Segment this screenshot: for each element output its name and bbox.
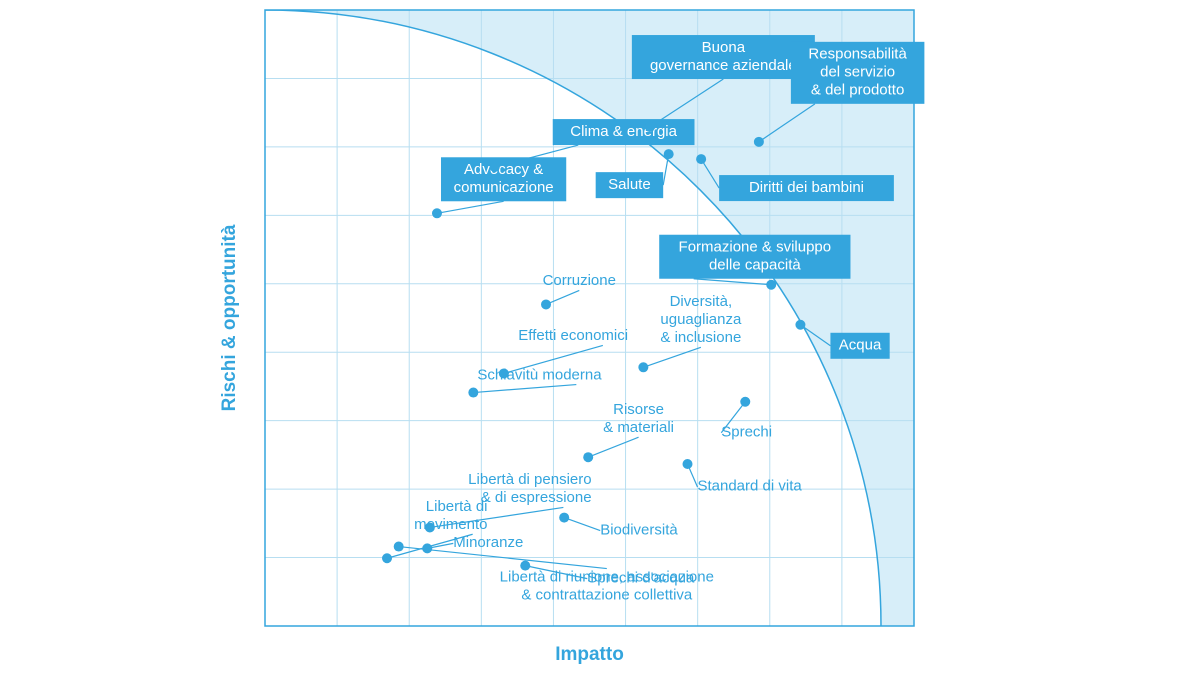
point-sprechi: [740, 397, 750, 407]
label-text-schiavitu: Schiavitù moderna: [477, 366, 602, 383]
label-standard_vita: Standard di vita: [697, 478, 802, 495]
point-minoranze: [422, 543, 432, 553]
label-text-responsabilita: Responsabilitàdel servizio& del prodotto: [808, 46, 907, 99]
label-acqua: Acqua: [830, 333, 889, 359]
point-diritti_bambini: [696, 154, 706, 164]
point-clima: [490, 162, 500, 172]
label-text-diversita: Diversità,uguaglianza& inclusione: [660, 293, 742, 346]
point-liberta_riun: [394, 542, 404, 552]
label-sprechi_acqua: Sprechi d'acqua: [587, 569, 695, 586]
point-salute: [664, 149, 674, 159]
label-corruzione: Corruzione: [543, 272, 616, 289]
point-risorse: [583, 452, 593, 462]
label-diversita: Diversità,uguaglianza& inclusione: [660, 293, 742, 346]
leader-corruzione: [546, 290, 579, 304]
point-schiavitu: [468, 388, 478, 398]
point-formazione: [766, 280, 776, 290]
materiality-chart: Impatto Rischi & opportunità Advocacy &com…: [0, 0, 1200, 675]
label-effetti_econ: Effetti economici: [518, 327, 628, 344]
label-clima: Clima & energia: [553, 119, 695, 145]
label-minoranze: Minoranze: [453, 534, 523, 551]
label-text-biodiversita: Biodiversità: [600, 521, 678, 538]
point-liberta_mov: [382, 553, 392, 563]
x-axis-title: Impatto: [555, 644, 624, 665]
label-text-acqua: Acqua: [839, 337, 882, 354]
point-governance: [645, 122, 655, 132]
label-text-salute: Salute: [608, 176, 651, 193]
label-advocacy: Advocacy &comunicazione: [441, 157, 566, 201]
label-schiavitu: Schiavitù moderna: [477, 366, 602, 383]
point-advocacy: [432, 208, 442, 218]
label-sprechi: Sprechi: [721, 424, 772, 441]
point-biodiversita: [559, 513, 569, 523]
leader-risorse: [588, 437, 638, 457]
label-biodiversita: Biodiversità: [600, 521, 678, 538]
label-text-minoranze: Minoranze: [453, 534, 523, 551]
point-liberta_pens: [425, 522, 435, 532]
chart-svg: Impatto Rischi & opportunità Advocacy &com…: [0, 0, 1200, 675]
label-text-diritti_bambini: Diritti dei bambini: [749, 179, 864, 196]
label-formazione: Formazione & sviluppodelle capacità: [659, 235, 850, 279]
leader-schiavitu: [473, 385, 576, 393]
point-acqua: [795, 320, 805, 330]
point-responsabilita: [754, 137, 764, 147]
label-text-sprechi_acqua: Sprechi d'acqua: [587, 569, 695, 586]
label-responsabilita: Responsabilitàdel servizio& del prodotto: [791, 42, 925, 104]
label-salute: Salute: [596, 172, 664, 198]
label-text-sprechi: Sprechi: [721, 424, 772, 441]
label-text-risorse: Risorse& materiali: [603, 401, 674, 436]
label-text-corruzione: Corruzione: [543, 272, 616, 289]
label-governance: Buonagovernance aziendale: [632, 35, 815, 79]
point-sprechi_acqua: [520, 561, 530, 571]
label-text-effetti_econ: Effetti economici: [518, 327, 628, 344]
leader-biodiversita: [564, 518, 600, 531]
point-standard_vita: [682, 459, 692, 469]
point-effetti_econ: [499, 368, 509, 378]
leader-advocacy: [437, 201, 504, 213]
y-axis-title: Rischi & opportunità: [219, 224, 240, 411]
leader-diversita: [643, 347, 701, 367]
label-text-clima: Clima & energia: [570, 123, 677, 140]
label-diritti_bambini: Diritti dei bambini: [719, 175, 894, 201]
label-text-advocacy: Advocacy &comunicazione: [454, 161, 554, 196]
point-diversita: [638, 362, 648, 372]
label-text-standard_vita: Standard di vita: [697, 478, 802, 495]
label-risorse: Risorse& materiali: [603, 401, 674, 436]
point-corruzione: [541, 299, 551, 309]
